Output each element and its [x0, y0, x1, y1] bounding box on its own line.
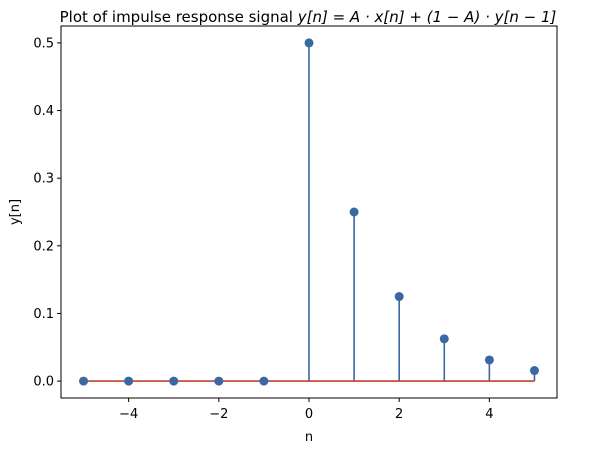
x-tick-label: 2	[395, 407, 403, 422]
x-tick-label: −4	[119, 407, 138, 422]
stem-marker	[350, 208, 359, 217]
y-tick-label: 0.5	[33, 36, 54, 51]
x-axis-label: n	[305, 430, 313, 445]
y-tick-label: 0.0	[33, 375, 54, 390]
stem-marker	[485, 355, 494, 364]
stem-marker	[79, 377, 88, 386]
stem-marker	[214, 377, 223, 386]
stem-marker	[395, 292, 404, 301]
stem-marker	[259, 377, 268, 386]
y-tick-label: 0.4	[33, 104, 54, 119]
stem-marker	[305, 38, 314, 47]
x-tick-label: 0	[305, 407, 313, 422]
stem-marker	[169, 377, 178, 386]
x-tick-label: −2	[209, 407, 228, 422]
x-tick-label: 4	[485, 407, 493, 422]
stem-marker	[124, 377, 133, 386]
y-axis-label: y[n]	[8, 199, 23, 225]
stem-marker	[530, 366, 539, 375]
y-tick-label: 0.2	[33, 239, 54, 254]
y-tick-label: 0.1	[33, 307, 54, 322]
chart-title: Plot of impulse response signal y[n] = A…	[60, 8, 557, 26]
chart-title-prefix: Plot of impulse response signal	[60, 8, 298, 26]
y-tick-label: 0.3	[33, 172, 54, 187]
chart-title-formula: y[n] = A · x[n] + (1 − A) · y[n − 1]	[297, 8, 557, 26]
stem-marker	[440, 334, 449, 343]
